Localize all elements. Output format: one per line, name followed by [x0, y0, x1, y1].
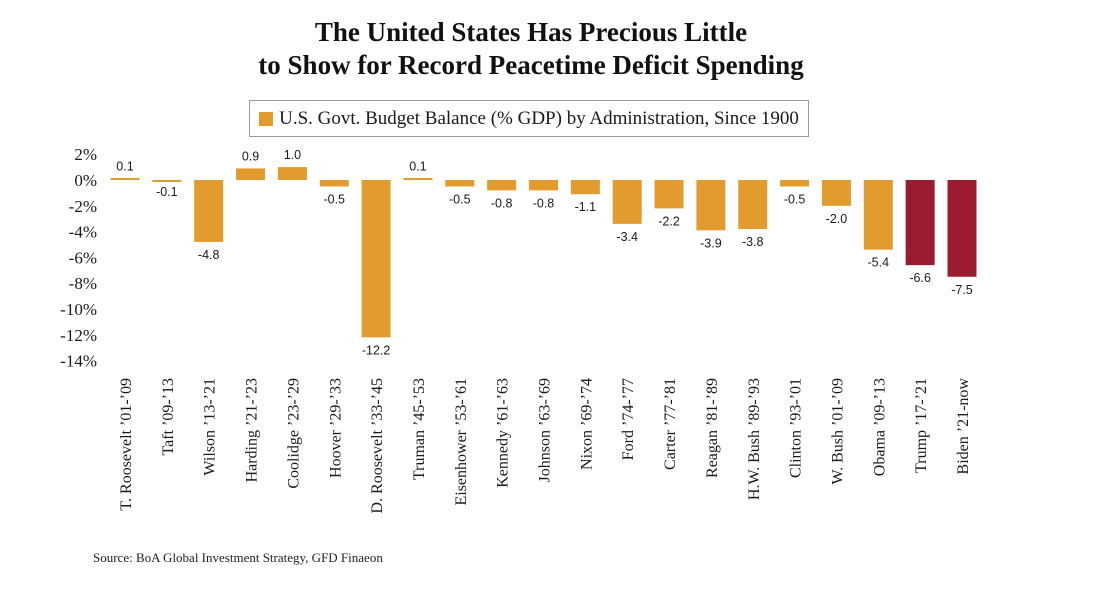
bar	[863, 180, 893, 250]
data-label: -7.5	[951, 283, 973, 297]
chart-title: The United States Has Precious Little to…	[0, 16, 1062, 82]
x-category-label: Trump ’17-’21	[913, 378, 930, 473]
data-label: -3.4	[616, 230, 638, 244]
bar	[654, 180, 684, 209]
y-axis: 2% 0% -2% -4% -6% -8% -10% -12% -14%	[60, 145, 97, 370]
data-label: -4.8	[198, 248, 220, 262]
y-tick-label: -6%	[69, 248, 97, 267]
x-category-label: Biden ’21-now	[955, 378, 972, 475]
bar	[277, 167, 307, 180]
y-tick-label: -8%	[69, 274, 97, 293]
x-category-label: Taft ’09-’13	[160, 378, 177, 456]
bar	[947, 180, 977, 277]
x-category-label: T. Roosevelt ’01-’09	[118, 378, 135, 511]
data-label: -0.5	[449, 192, 471, 206]
x-category-label: Coolidge ’23-’29	[285, 378, 302, 489]
data-label: -12.2	[362, 343, 391, 357]
data-label: -0.8	[491, 196, 513, 210]
x-category-label: D. Roosevelt ’33-’45	[369, 378, 386, 514]
y-tick-label: -12%	[60, 326, 97, 345]
data-label: -1.1	[575, 200, 597, 214]
x-category-label: Carter ’77-’81	[662, 378, 679, 470]
data-labels: 0.1 -0.1 -4.8 0.9 1.0 -0.5 -12.2 0.1 -0.5 -0.8 -0.…	[116, 148, 973, 357]
data-label: 0.1	[409, 160, 426, 174]
bar	[570, 180, 600, 195]
data-label: 0.9	[242, 149, 259, 163]
x-category-label: Clinton ’93-’01	[788, 378, 805, 478]
data-label: 1.0	[284, 148, 301, 162]
x-category-label: Ford ’74-’77	[620, 378, 637, 460]
data-label: -3.9	[700, 236, 722, 250]
bar	[403, 178, 433, 180]
chart-title-line-1: The United States Has Precious Little	[314, 17, 748, 47]
x-category-label: Eisenhower ’53-’61	[453, 378, 470, 506]
chart-title-line-2: to Show for Record Peacetime Deficit Spe…	[258, 50, 804, 80]
bar	[194, 180, 224, 242]
bar	[738, 180, 768, 230]
y-tick-label: 0%	[74, 171, 97, 190]
chart-legend: U.S. Govt. Budget Balance (% GDP) by Adm…	[249, 100, 809, 137]
x-axis-labels: T. Roosevelt ’01-’09 Taft ’09-’13 Wilson ’…	[118, 378, 972, 514]
x-category-label: Nixon ’69-’74	[578, 378, 595, 470]
bar	[696, 180, 726, 231]
bar	[780, 180, 810, 187]
source-note: Source: BoA Global Investment Strategy, …	[93, 550, 383, 565]
bar	[487, 180, 517, 191]
x-category-label: W. Bush ’01-’09	[829, 378, 846, 485]
data-label: -6.6	[909, 271, 931, 285]
bar	[821, 180, 851, 206]
bar	[529, 180, 558, 191]
x-category-label: Reagan ’81-’89	[704, 378, 721, 478]
x-category-label: Obama ’09-’13	[871, 378, 888, 476]
data-label: -5.4	[868, 256, 890, 270]
y-tick-label: -10%	[60, 300, 97, 319]
data-label: -2.0	[826, 212, 848, 226]
bar	[445, 180, 475, 187]
x-category-label: Wilson ’13-’21	[202, 378, 219, 476]
bar	[612, 180, 642, 224]
x-category-label: Hoover ’29-’33	[327, 378, 344, 478]
bar	[361, 180, 391, 338]
x-category-label: Kennedy ’61-’63	[495, 378, 512, 488]
data-label: 0.1	[116, 160, 133, 174]
legend-label: U.S. Govt. Budget Balance (% GDP) by Adm…	[279, 107, 799, 129]
legend-swatch	[259, 111, 274, 126]
bar	[152, 180, 182, 182]
y-tick-label: -2%	[69, 197, 97, 216]
bar	[236, 168, 266, 180]
data-label: -0.8	[533, 196, 555, 210]
x-category-label: Truman ’45-’53	[411, 378, 428, 480]
y-tick-label: -14%	[60, 352, 97, 371]
data-label: -0.5	[323, 192, 345, 206]
bar	[110, 178, 140, 180]
y-tick-label: -4%	[69, 223, 97, 242]
data-label: -0.1	[156, 185, 178, 199]
x-category-label: Harding ’21-’23	[244, 378, 261, 482]
x-category-label: H.W. Bush ’89-’93	[746, 378, 763, 500]
data-label: -0.5	[784, 192, 806, 206]
bars	[110, 167, 977, 338]
data-label: -3.8	[742, 235, 764, 249]
y-tick-label: 2%	[74, 145, 97, 164]
bar	[319, 180, 349, 187]
data-label: -2.2	[658, 214, 680, 228]
x-category-label: Johnson ’63-’69	[537, 378, 554, 482]
bar	[905, 180, 935, 266]
